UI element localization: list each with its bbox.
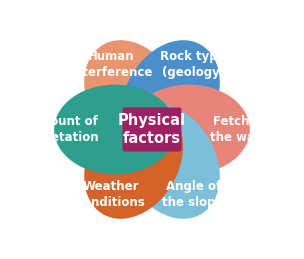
Text: Physical
factors: Physical factors (118, 113, 186, 146)
Text: Fetch of
the wave: Fetch of the wave (210, 115, 271, 144)
Text: Amount of
vegetation: Amount of vegetation (28, 115, 99, 144)
Text: Rock type
(geology): Rock type (geology) (161, 50, 226, 79)
Polygon shape (122, 105, 219, 218)
FancyBboxPatch shape (123, 107, 181, 152)
Polygon shape (129, 85, 249, 174)
Text: Weather
conditions: Weather conditions (76, 180, 145, 209)
Polygon shape (85, 41, 182, 154)
Text: Angle of
the slope: Angle of the slope (162, 180, 224, 209)
Polygon shape (122, 41, 219, 154)
Polygon shape (85, 105, 182, 218)
Polygon shape (55, 85, 175, 174)
Text: Human
interference: Human interference (70, 50, 152, 79)
